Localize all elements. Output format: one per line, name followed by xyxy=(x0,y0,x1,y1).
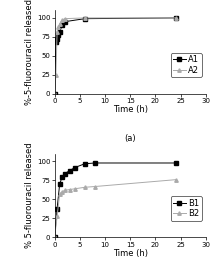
Line: B2: B2 xyxy=(53,178,177,239)
A1 xyxy=(61,24,63,27)
A1 xyxy=(57,33,60,36)
A2 xyxy=(84,16,86,19)
A2 xyxy=(61,19,63,22)
Y-axis label: %-5-fluorouracil released: %-5-fluorouracil released xyxy=(25,0,34,105)
B1 xyxy=(174,162,177,165)
B2 xyxy=(53,236,56,239)
X-axis label: Time (h): Time (h) xyxy=(113,105,148,114)
A2 xyxy=(57,26,60,29)
A1 xyxy=(53,92,56,95)
B1 xyxy=(84,162,86,165)
A2 xyxy=(63,17,66,20)
Y-axis label: % 5-fluorouracil released: % 5-fluorouracil released xyxy=(25,143,34,248)
B1 xyxy=(61,175,63,178)
B2 xyxy=(63,189,66,192)
A1 xyxy=(84,17,86,20)
B1 xyxy=(68,169,71,172)
A2 xyxy=(53,92,56,95)
Line: A2: A2 xyxy=(53,16,177,95)
B2 xyxy=(174,178,177,181)
A2 xyxy=(56,30,58,33)
Line: B1: B1 xyxy=(53,161,177,239)
A1 xyxy=(63,20,66,23)
B1 xyxy=(56,207,58,210)
Line: A1: A1 xyxy=(53,16,177,95)
X-axis label: Time (h): Time (h) xyxy=(113,249,148,258)
Text: (a): (a) xyxy=(124,134,136,143)
B2 xyxy=(84,186,86,189)
B1 xyxy=(74,166,76,169)
B1 xyxy=(63,172,66,175)
Legend: A1, A2: A1, A2 xyxy=(171,53,202,77)
B2 xyxy=(58,192,61,196)
B2 xyxy=(61,190,63,194)
A2 xyxy=(58,22,61,26)
B2 xyxy=(74,187,76,190)
A1 xyxy=(174,16,177,19)
A1 xyxy=(56,38,58,41)
B1 xyxy=(53,236,56,239)
Legend: B1, B2: B1, B2 xyxy=(171,196,202,221)
A1 xyxy=(55,41,57,44)
B2 xyxy=(94,185,96,188)
B2 xyxy=(56,215,58,218)
A2 xyxy=(55,73,57,76)
B2 xyxy=(68,188,71,191)
A2 xyxy=(174,16,177,19)
A1 xyxy=(58,30,61,33)
B1 xyxy=(94,162,96,165)
B1 xyxy=(58,183,61,186)
